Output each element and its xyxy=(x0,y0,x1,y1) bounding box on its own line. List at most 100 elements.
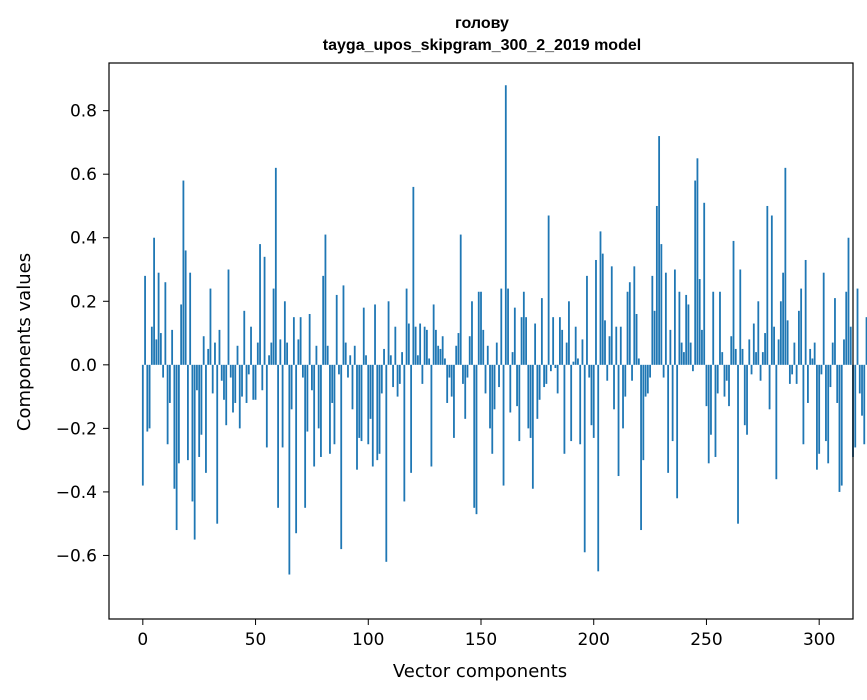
bar xyxy=(252,364,255,400)
bar xyxy=(171,329,174,365)
y-tick-label: −0.4 xyxy=(56,483,97,503)
bar xyxy=(694,180,697,365)
bar xyxy=(856,288,859,365)
bar xyxy=(680,342,683,365)
bar xyxy=(243,310,246,365)
bar xyxy=(507,288,509,365)
bar xyxy=(290,364,293,410)
bar xyxy=(752,323,755,365)
bar xyxy=(495,342,498,365)
bar xyxy=(180,304,183,365)
bar xyxy=(416,355,419,365)
bar xyxy=(299,317,302,365)
bar xyxy=(653,310,656,365)
x-axis-label: Vector components xyxy=(393,661,567,682)
bar xyxy=(622,364,624,429)
bar xyxy=(444,358,446,365)
bar xyxy=(761,352,764,365)
y-axis-ticks: −0.6 −0.4 −0.2 0.0 0.2 0.4 0.6 0.8 xyxy=(56,102,109,566)
bar xyxy=(741,348,744,365)
bar xyxy=(500,288,503,365)
bar xyxy=(673,269,676,365)
bar xyxy=(338,364,340,375)
bar xyxy=(268,355,270,365)
bar xyxy=(261,364,264,391)
bar xyxy=(685,294,688,365)
bar xyxy=(651,275,654,365)
bar xyxy=(223,364,225,400)
bar xyxy=(802,364,805,445)
bar xyxy=(317,364,320,429)
bar xyxy=(148,364,151,429)
bar xyxy=(520,317,523,365)
bar xyxy=(615,326,618,365)
bar xyxy=(455,345,458,365)
bar xyxy=(719,291,721,365)
bar xyxy=(549,364,552,372)
bar xyxy=(446,364,449,403)
bar xyxy=(331,364,334,403)
bar xyxy=(847,237,850,365)
bar xyxy=(196,364,198,391)
bar xyxy=(583,364,586,553)
bar xyxy=(811,358,814,365)
bar xyxy=(250,326,252,365)
bar xyxy=(739,269,742,365)
bar xyxy=(536,364,539,419)
bar xyxy=(272,288,275,365)
bar xyxy=(705,364,708,407)
bar xyxy=(265,364,268,448)
bar xyxy=(604,320,606,365)
bar xyxy=(304,364,307,508)
bar xyxy=(649,364,651,378)
bar xyxy=(635,313,638,365)
bar xyxy=(374,304,376,365)
bar xyxy=(324,234,327,365)
bar xyxy=(696,158,699,365)
bar xyxy=(480,291,482,365)
bar xyxy=(367,364,370,445)
bar xyxy=(347,364,349,378)
bar xyxy=(807,364,809,403)
bar xyxy=(168,364,171,403)
bar xyxy=(854,364,857,448)
bar xyxy=(254,364,257,400)
bar xyxy=(376,364,379,461)
bar xyxy=(816,364,818,470)
bar xyxy=(439,348,442,365)
bar xyxy=(396,364,399,397)
bar xyxy=(380,364,383,394)
bar xyxy=(349,355,352,365)
bar xyxy=(484,364,487,394)
bar xyxy=(687,304,690,365)
bar xyxy=(232,364,234,413)
bar xyxy=(707,364,710,464)
y-axis-label: Components values xyxy=(14,253,35,431)
bar xyxy=(613,364,615,410)
bar xyxy=(766,205,769,365)
y-tick-label: −0.2 xyxy=(56,419,97,439)
bar xyxy=(209,288,212,365)
bar xyxy=(556,364,559,394)
bar xyxy=(786,320,789,365)
x-tick-label: 150 xyxy=(465,630,497,650)
bar xyxy=(683,352,685,365)
bar xyxy=(477,291,480,365)
bar-series xyxy=(141,85,867,575)
bar xyxy=(283,301,286,365)
bar xyxy=(527,364,530,429)
bar xyxy=(732,240,735,365)
bar xyxy=(473,364,476,508)
bar xyxy=(220,364,223,381)
bar xyxy=(678,291,681,365)
bar xyxy=(540,298,543,365)
bar xyxy=(531,364,534,489)
bar xyxy=(534,323,537,365)
bar xyxy=(153,237,155,365)
bar xyxy=(482,329,485,365)
bar xyxy=(631,364,633,381)
bar xyxy=(619,326,622,365)
bar xyxy=(843,339,845,365)
x-tick-label: 0 xyxy=(137,630,148,650)
bar xyxy=(279,339,282,365)
